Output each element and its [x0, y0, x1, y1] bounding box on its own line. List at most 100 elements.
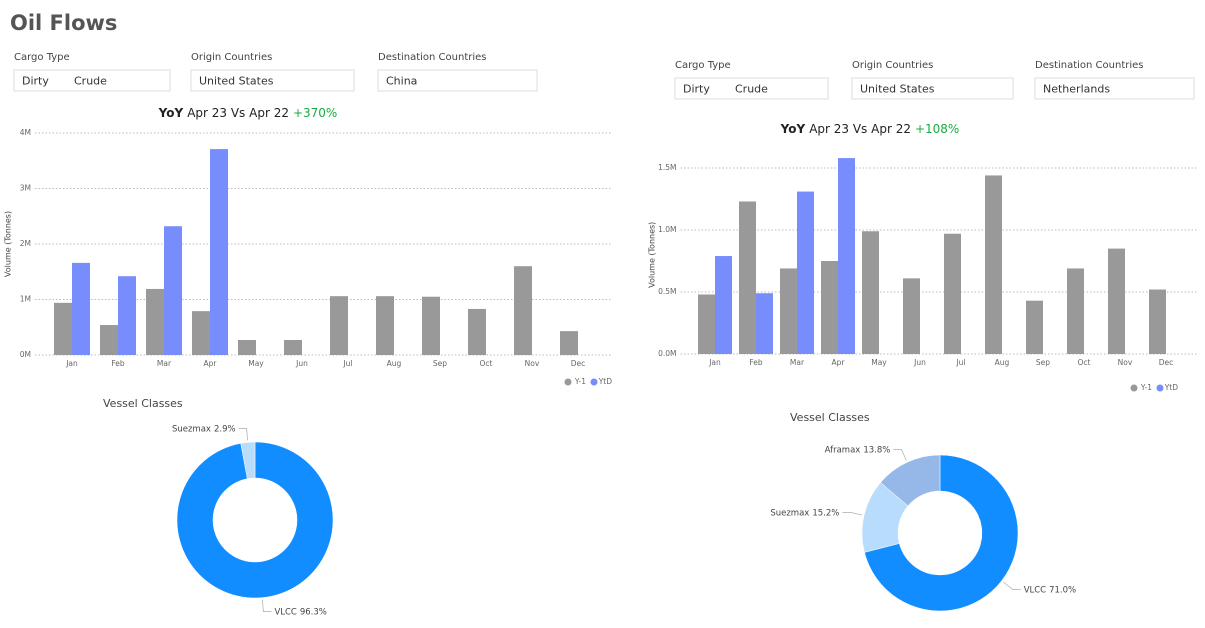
slice-value: 2.9%: [214, 424, 236, 434]
filter-label: Origin Countries: [852, 60, 933, 71]
bar: [838, 158, 855, 354]
headline-prefix: YoY: [780, 122, 806, 136]
y-tick-label: 2M: [20, 239, 31, 248]
filter-label: Origin Countries: [191, 52, 272, 63]
x-tick-label: Mar: [157, 359, 172, 368]
x-tick-label: Oct: [1078, 358, 1091, 367]
slice-label: Suezmax 2.9%: [172, 424, 236, 434]
y-tick-label: 1.0M: [658, 225, 676, 234]
legend-swatch: [564, 378, 572, 386]
leader-line: [842, 512, 863, 516]
chart-headline: YoY Apr 23 Vs Apr 22 +108%: [780, 122, 960, 136]
x-tick-label: Nov: [525, 359, 540, 368]
bar: [284, 340, 302, 355]
y-tick-label: 4M: [20, 128, 31, 137]
legend-label: YtD: [598, 377, 613, 386]
bar: [146, 288, 164, 355]
filter-value: Dirty: [683, 83, 710, 96]
x-tick-label: Sep: [1036, 358, 1050, 367]
headline-title: Apr 23 Vs Apr 22: [809, 122, 911, 136]
x-tick-label: Jul: [342, 359, 352, 368]
bar: [54, 302, 72, 355]
bar: [238, 340, 256, 355]
filter-value: United States: [860, 83, 935, 96]
x-tick-label: Feb: [749, 358, 763, 367]
x-tick-label: Jul: [955, 358, 965, 367]
slice-name: VLCC: [274, 607, 296, 617]
filter-value: Dirty: [22, 75, 49, 88]
bar: [780, 268, 797, 354]
bar: [797, 191, 814, 354]
legend-label: Y-1: [574, 377, 586, 386]
bar: [330, 296, 348, 355]
filter-label: Cargo Type: [14, 52, 70, 63]
headline-title: Apr 23 Vs Apr 22: [187, 106, 289, 120]
x-tick-label: Jun: [913, 358, 926, 367]
leader-line: [238, 428, 249, 441]
x-tick-label: Dec: [1159, 358, 1174, 367]
bar: [903, 278, 920, 354]
x-tick-label: Sep: [433, 359, 447, 368]
y-tick-label: 0M: [20, 350, 31, 359]
x-tick-label: May: [871, 358, 887, 367]
filter-label: Destination Countries: [378, 52, 487, 63]
y-tick-label: 0.0M: [658, 349, 676, 358]
bar: [944, 233, 961, 354]
filter-box[interactable]: [851, 77, 1014, 100]
legend-swatch: [1130, 384, 1138, 392]
slice-value: 71.0%: [1049, 585, 1076, 595]
filter-box[interactable]: [13, 69, 171, 92]
filter-value: Crude: [74, 75, 107, 88]
bar: [192, 311, 210, 355]
x-tick-label: Jan: [65, 359, 78, 368]
donut-slice: [880, 454, 941, 507]
bar: [118, 276, 136, 355]
bar: [422, 296, 440, 355]
leader-line: [893, 449, 907, 461]
slice-name: VLCC: [1024, 585, 1046, 595]
y-tick-label: 1M: [20, 295, 31, 304]
pie-title: Vessel Classes: [103, 397, 183, 410]
bar: [72, 262, 90, 355]
x-tick-label: Feb: [111, 359, 125, 368]
filter-box[interactable]: [190, 69, 355, 92]
headline-change: +108%: [915, 122, 959, 136]
slice-value: 96.3%: [300, 607, 327, 617]
legend-label: YtD: [1164, 383, 1179, 392]
filter-label: Destination Countries: [1035, 60, 1144, 71]
leader-line: [1002, 581, 1021, 590]
bar: [1108, 248, 1125, 354]
x-tick-label: Aug: [995, 358, 1010, 367]
x-tick-label: Apr: [204, 359, 218, 368]
page-title: Oil Flows: [10, 11, 117, 35]
filter-value: Netherlands: [1043, 83, 1110, 96]
filter-box[interactable]: [377, 69, 538, 92]
x-tick-label: Oct: [480, 359, 493, 368]
filter-value: Crude: [735, 83, 768, 96]
headline-change: +370%: [293, 106, 337, 120]
bar: [715, 256, 732, 354]
bar: [164, 226, 182, 355]
x-tick-label: May: [248, 359, 264, 368]
y-tick-label: 1.5M: [658, 163, 676, 172]
slice-value: 15.2%: [812, 508, 839, 518]
bar: [210, 149, 228, 355]
x-tick-label: Nov: [1118, 358, 1133, 367]
legend-label: Y-1: [1140, 383, 1152, 392]
bar: [100, 325, 118, 355]
filter-box[interactable]: [1034, 77, 1195, 100]
legend-swatch: [1156, 384, 1164, 392]
filter-box[interactable]: [674, 77, 829, 100]
slice-name: Suezmax: [172, 424, 211, 434]
filter-label: Cargo Type: [675, 60, 731, 71]
bar: [698, 294, 715, 354]
slice-label: VLCC 96.3%: [274, 607, 326, 617]
leader-line: [261, 599, 272, 612]
y-axis-label: Volume (Tonnes): [648, 222, 657, 288]
bar: [1026, 300, 1043, 354]
y-tick-label: 0.5M: [658, 287, 676, 296]
bar: [514, 266, 532, 355]
donut-slice: [240, 441, 256, 479]
slice-label: Aframax 13.8%: [825, 445, 891, 455]
